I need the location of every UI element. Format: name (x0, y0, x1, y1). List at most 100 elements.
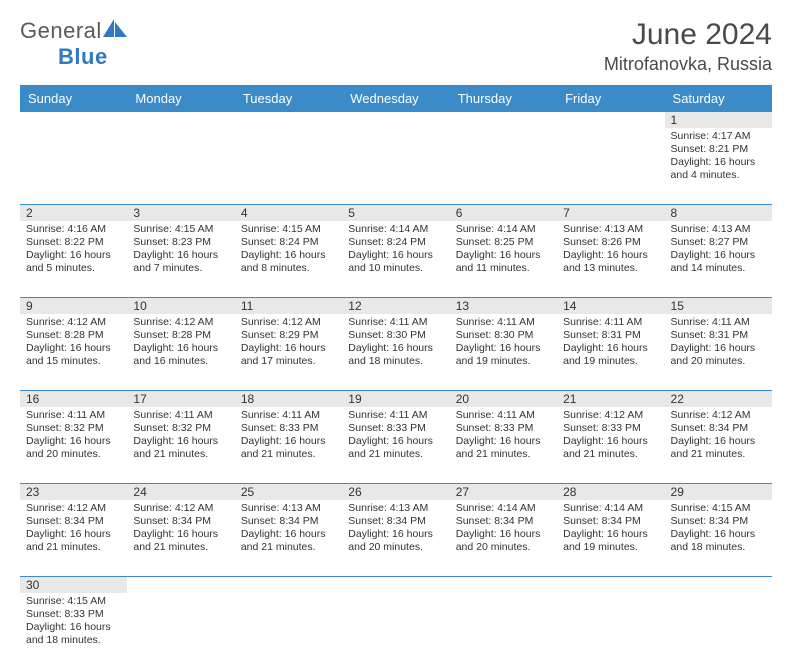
day-d1: Daylight: 16 hours (241, 528, 335, 541)
title-block: June 2024 Mitrofanovka, Russia (604, 18, 772, 75)
day-number (127, 577, 234, 593)
day-d2: and 18 minutes. (26, 634, 120, 647)
day-sr: Sunrise: 4:11 AM (456, 316, 550, 329)
day-ss: Sunset: 8:33 PM (348, 422, 442, 435)
day-d2: and 17 minutes. (241, 355, 335, 368)
day-number (665, 577, 772, 593)
day-d1: Daylight: 16 hours (456, 528, 550, 541)
day-cell: Sunrise: 4:12 AMSunset: 8:34 PMDaylight:… (665, 407, 772, 483)
day-sr: Sunrise: 4:14 AM (563, 502, 657, 515)
day-cell: Sunrise: 4:14 AMSunset: 8:34 PMDaylight:… (557, 500, 664, 576)
day-d2: and 18 minutes. (671, 541, 765, 554)
day-sr: Sunrise: 4:12 AM (671, 409, 765, 422)
day-ss: Sunset: 8:28 PM (133, 329, 227, 342)
day-cell (127, 593, 234, 669)
day-number (235, 577, 342, 593)
day-d2: and 18 minutes. (348, 355, 442, 368)
week-row: Sunrise: 4:11 AMSunset: 8:32 PMDaylight:… (20, 407, 772, 484)
day-d1: Daylight: 16 hours (348, 342, 442, 355)
day-ss: Sunset: 8:24 PM (348, 236, 442, 249)
day-number: 7 (557, 205, 664, 221)
day-number: 19 (342, 391, 449, 407)
daynum-row: 30 (20, 577, 772, 593)
day-d1: Daylight: 16 hours (241, 435, 335, 448)
day-ss: Sunset: 8:34 PM (671, 422, 765, 435)
day-number (342, 112, 449, 128)
day-cell (450, 128, 557, 204)
day-sr: Sunrise: 4:15 AM (241, 223, 335, 236)
page-header: GeneralBlue June 2024 Mitrofanovka, Russ… (20, 18, 772, 75)
day-cell: Sunrise: 4:11 AMSunset: 8:32 PMDaylight:… (20, 407, 127, 483)
day-d2: and 4 minutes. (671, 169, 765, 182)
day-number: 10 (127, 298, 234, 314)
day-number: 3 (127, 205, 234, 221)
day-d1: Daylight: 16 hours (348, 249, 442, 262)
day-cell: Sunrise: 4:16 AMSunset: 8:22 PMDaylight:… (20, 221, 127, 297)
day-ss: Sunset: 8:28 PM (26, 329, 120, 342)
day-number (20, 112, 127, 128)
logo-word1: General (20, 18, 102, 43)
day-number: 1 (665, 112, 772, 128)
day-ss: Sunset: 8:21 PM (671, 143, 765, 156)
day-number: 13 (450, 298, 557, 314)
day-ss: Sunset: 8:26 PM (563, 236, 657, 249)
day-d2: and 15 minutes. (26, 355, 120, 368)
day-cell (342, 128, 449, 204)
month-title: June 2024 (604, 18, 772, 52)
day-d2: and 21 minutes. (563, 448, 657, 461)
day-d1: Daylight: 16 hours (26, 342, 120, 355)
day-d2: and 19 minutes. (456, 355, 550, 368)
day-number (450, 112, 557, 128)
day-sr: Sunrise: 4:11 AM (133, 409, 227, 422)
day-sr: Sunrise: 4:11 AM (241, 409, 335, 422)
day-d2: and 19 minutes. (563, 355, 657, 368)
day-ss: Sunset: 8:33 PM (241, 422, 335, 435)
day-ss: Sunset: 8:27 PM (671, 236, 765, 249)
day-sr: Sunrise: 4:13 AM (671, 223, 765, 236)
day-number: 30 (20, 577, 127, 593)
day-ss: Sunset: 8:30 PM (348, 329, 442, 342)
day-sr: Sunrise: 4:11 AM (348, 409, 442, 422)
day-cell (127, 128, 234, 204)
day-d1: Daylight: 16 hours (563, 249, 657, 262)
daynum-row: 16171819202122 (20, 391, 772, 407)
day-ss: Sunset: 8:30 PM (456, 329, 550, 342)
day-ss: Sunset: 8:22 PM (26, 236, 120, 249)
day-cell: Sunrise: 4:11 AMSunset: 8:33 PMDaylight:… (235, 407, 342, 483)
location: Mitrofanovka, Russia (604, 54, 772, 75)
day-d2: and 21 minutes. (348, 448, 442, 461)
day-number (557, 112, 664, 128)
day-cell: Sunrise: 4:14 AMSunset: 8:25 PMDaylight:… (450, 221, 557, 297)
day-d2: and 21 minutes. (671, 448, 765, 461)
day-cell: Sunrise: 4:15 AMSunset: 8:24 PMDaylight:… (235, 221, 342, 297)
day-cell: Sunrise: 4:11 AMSunset: 8:33 PMDaylight:… (342, 407, 449, 483)
day-sr: Sunrise: 4:14 AM (456, 502, 550, 515)
day-cell (20, 128, 127, 204)
day-number: 11 (235, 298, 342, 314)
weekday-2: Tuesday (235, 85, 342, 112)
day-d2: and 5 minutes. (26, 262, 120, 275)
day-sr: Sunrise: 4:12 AM (26, 502, 120, 515)
day-ss: Sunset: 8:34 PM (671, 515, 765, 528)
day-sr: Sunrise: 4:14 AM (456, 223, 550, 236)
week-row: Sunrise: 4:15 AMSunset: 8:33 PMDaylight:… (20, 593, 772, 669)
day-cell: Sunrise: 4:13 AMSunset: 8:26 PMDaylight:… (557, 221, 664, 297)
day-sr: Sunrise: 4:14 AM (348, 223, 442, 236)
day-ss: Sunset: 8:34 PM (348, 515, 442, 528)
day-d1: Daylight: 16 hours (26, 435, 120, 448)
day-d2: and 20 minutes. (26, 448, 120, 461)
day-d1: Daylight: 16 hours (133, 435, 227, 448)
day-ss: Sunset: 8:34 PM (26, 515, 120, 528)
day-d1: Daylight: 16 hours (133, 249, 227, 262)
day-ss: Sunset: 8:33 PM (456, 422, 550, 435)
day-sr: Sunrise: 4:11 AM (26, 409, 120, 422)
day-ss: Sunset: 8:34 PM (133, 515, 227, 528)
week-row: Sunrise: 4:16 AMSunset: 8:22 PM Daylight:… (20, 221, 772, 298)
day-cell (235, 128, 342, 204)
day-sr: Sunrise: 4:12 AM (133, 316, 227, 329)
weekday-1: Monday (127, 85, 234, 112)
day-sr: Sunrise: 4:16 AM (26, 223, 120, 236)
day-sr: Sunrise: 4:11 AM (348, 316, 442, 329)
day-d2: and 21 minutes. (133, 448, 227, 461)
day-sr: Sunrise: 4:15 AM (671, 502, 765, 515)
